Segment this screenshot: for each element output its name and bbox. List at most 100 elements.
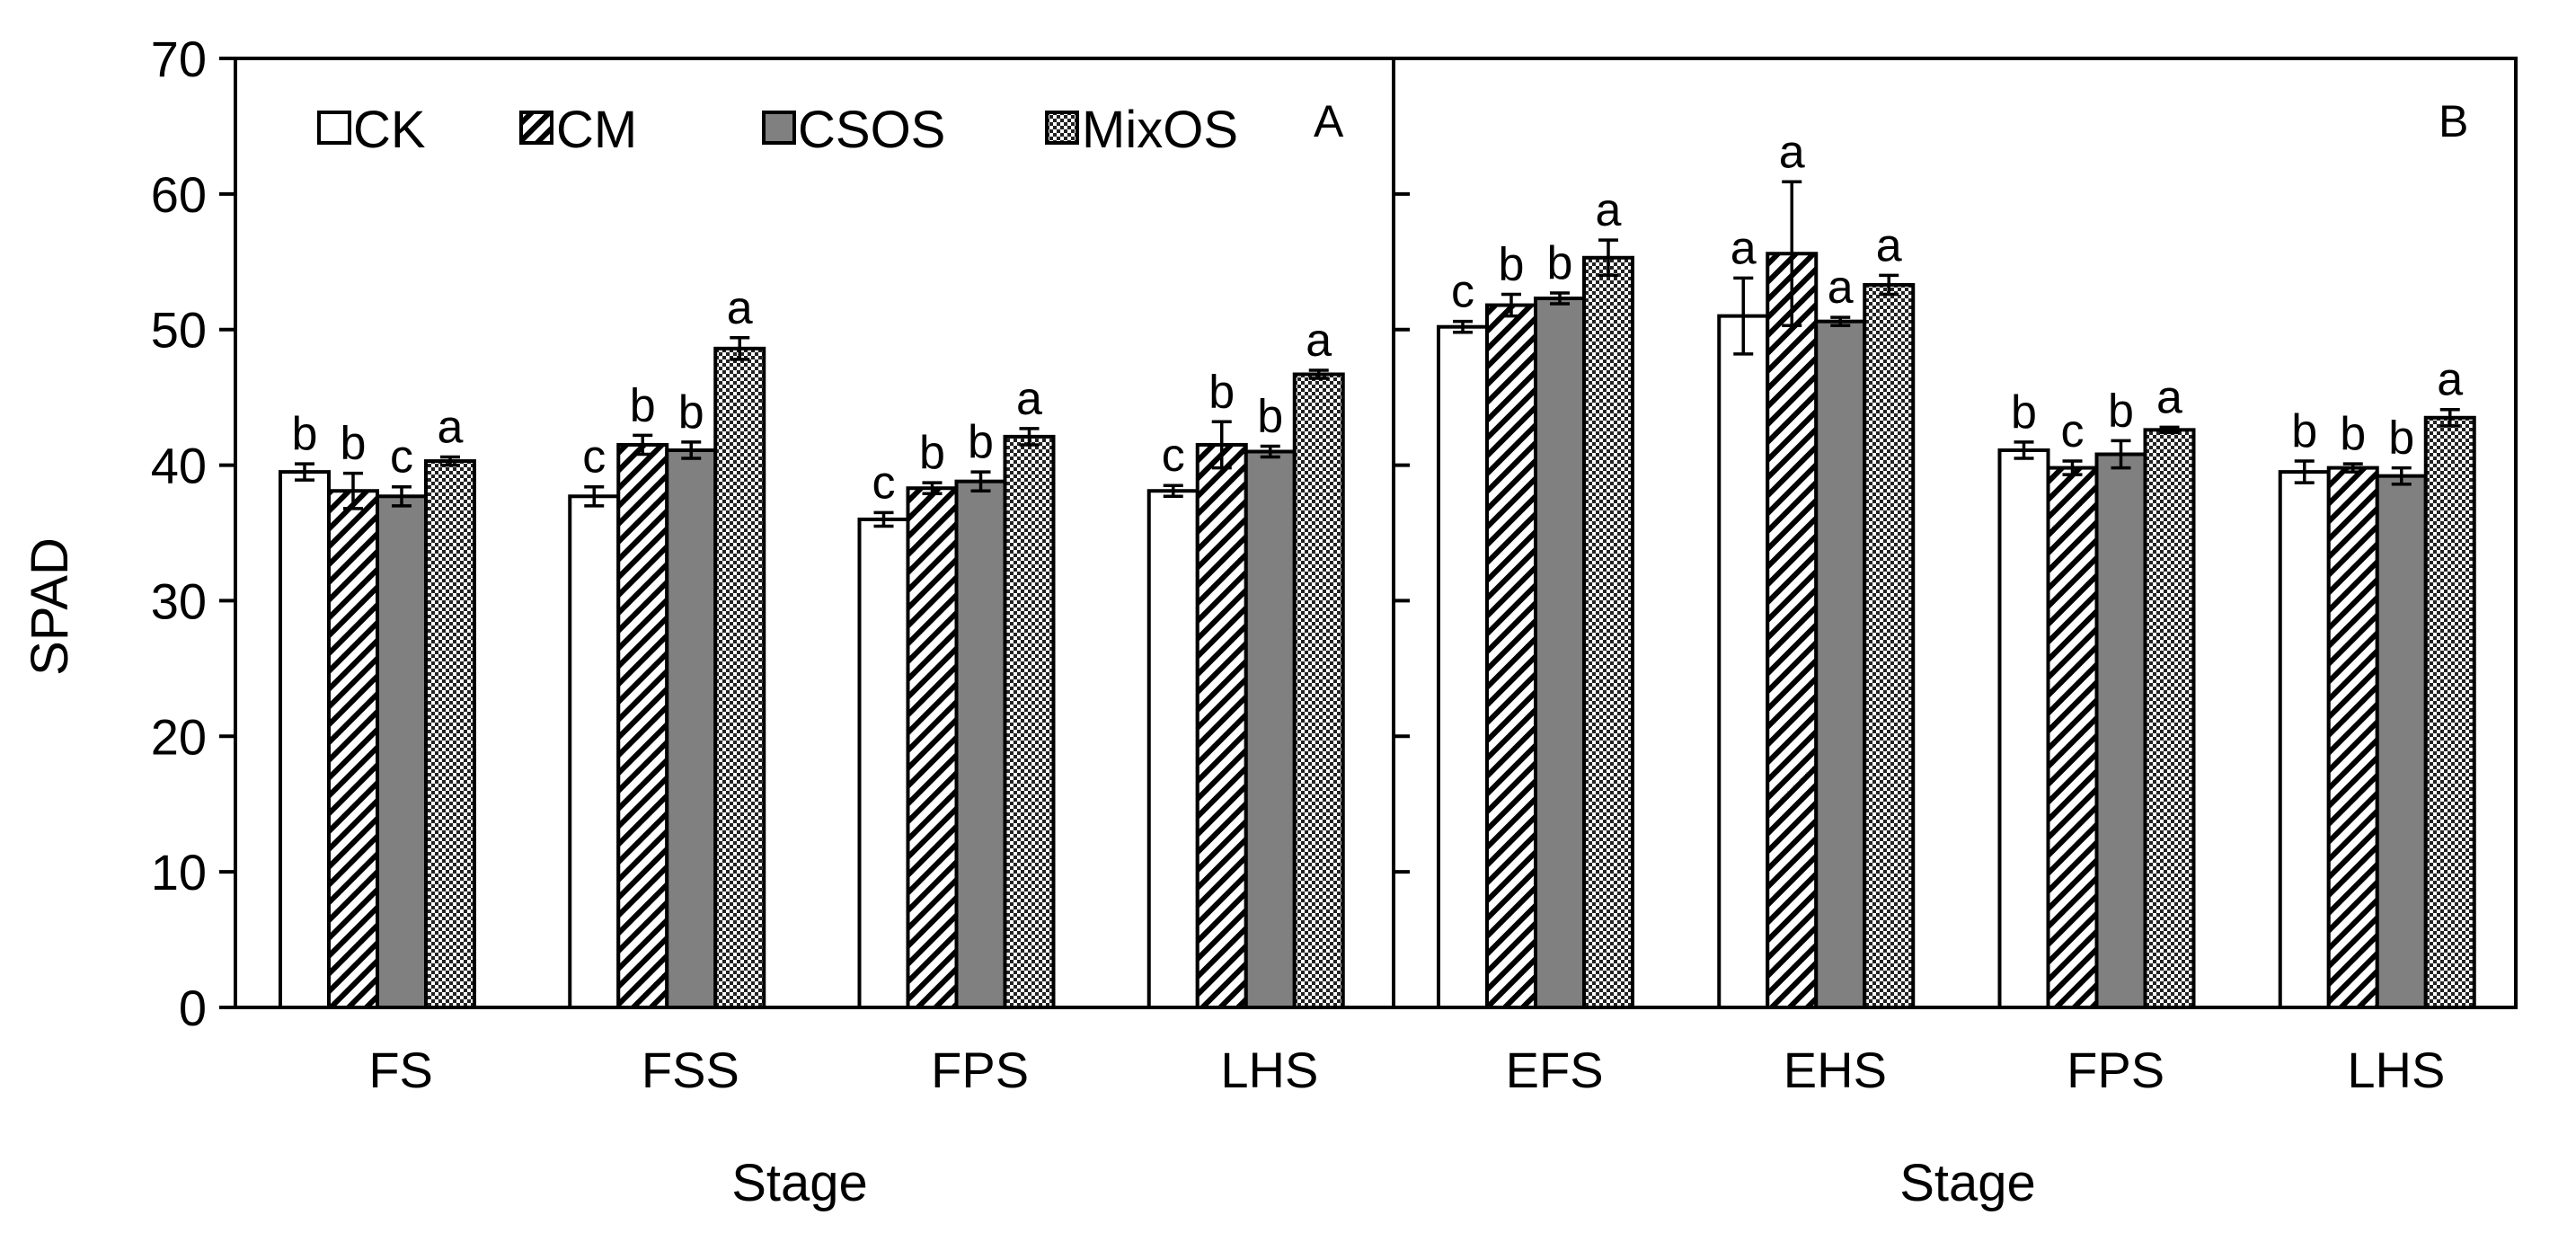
bar-ck [1997,448,2050,1009]
error-bar [1501,292,1521,318]
bar-ck [1146,489,1199,1009]
bar-mixos [1292,372,1345,1009]
y-tick-label: 30 [151,572,207,629]
y-tick-label: 60 [151,166,207,223]
significance-label: a [1306,315,1332,367]
significance-label: a [1876,219,1902,271]
x-category-label: LHS [1220,1042,1318,1098]
bar-cm [327,489,379,1009]
x-axis-title-b: Stage [1899,1154,2036,1212]
error-bar [970,470,991,492]
y-tick-label: 20 [151,708,207,765]
legend-swatch-ck [317,111,351,145]
error-bar [2062,459,2083,476]
error-bar [1598,238,1618,278]
bar-cm [1766,252,1819,1009]
x-category-label: FSS [642,1042,739,1098]
legend-label-cm: CM [556,101,637,159]
error-bar [1782,180,1802,327]
significance-label: b [2108,385,2134,437]
bar-cm [1485,303,1537,1009]
bar-csos [2094,452,2147,1009]
bar-cm [2046,466,2099,1009]
significance-label: a [2156,371,2182,423]
axes-layer: 0 10 20 30 40 50 60 70 [151,31,2518,1036]
bar-ck [1437,324,1489,1009]
bar-ck [2278,470,2331,1009]
error-bar [1308,368,1329,380]
bar-mixos [2423,415,2476,1009]
significance-label: b [968,416,994,468]
error-bar [922,481,943,496]
bar-cm [1195,442,1248,1009]
significance-label: a [1828,262,1854,314]
significance-label: b [341,418,367,470]
bar-csos [1244,449,1297,1009]
significance-label: a [438,402,464,454]
y-tick-label: 10 [151,844,207,900]
y-tick-label: 70 [151,31,207,87]
significance-label: b [1208,366,1235,418]
x-category-label: FPS [931,1042,1029,1098]
significance-label: b [678,386,704,439]
error-bar [730,336,750,361]
error-bar [1260,444,1280,459]
error-bar [2159,425,2180,435]
significance-label: b [2011,386,2037,439]
y-axis-title: SPAD [21,537,79,676]
legend-label-mixos: MixOS [1082,101,1238,159]
bar-csos [1814,319,1867,1010]
significance-label: c [582,431,606,483]
error-bar [1830,315,1851,327]
error-bar [2014,440,2034,460]
error-bar [2439,407,2460,428]
plot-frame-b [1392,57,2518,1009]
error-bar [1733,276,1754,356]
significance-label: a [1596,184,1622,236]
error-bar [1453,319,1473,334]
y-tick-label: 0 [179,980,207,1036]
bar-mixos [1003,434,1056,1009]
error-bar [681,440,702,460]
bar-csos [2375,474,2428,1009]
panel-label-a: A [1314,96,1344,146]
bar-ck [1717,314,1770,1009]
x-category-label: FS [368,1042,433,1098]
error-bar [633,433,653,457]
error-bar [392,484,412,508]
y-tick-label: 40 [151,438,207,494]
significance-label: b [2340,408,2366,460]
significance-label: c [1451,266,1474,318]
bar-cm [616,442,669,1009]
bar-mixos [2143,428,2196,1009]
legend-swatch-cm [519,111,553,145]
bar-ck [279,470,331,1009]
significance-label: a [1016,373,1042,425]
legend-swatch-csos [762,111,796,145]
bar-cm [2326,466,2379,1009]
significance-label: a [1779,126,1805,178]
error-bar [584,484,605,508]
significance-label: b [2388,412,2414,465]
bar-mixos [424,459,476,1009]
legend-swatch-mixos [1045,111,1079,145]
significance-label: b [1257,390,1283,442]
significance-label: a [1731,222,1757,274]
error-bar [295,462,314,482]
x-category-label: EHS [1784,1042,1887,1098]
bar-csos [954,479,1007,1009]
bar-mixos [1582,255,1634,1009]
bar-mixos [1863,282,1916,1009]
significance-label: b [1547,237,1573,289]
panel-label-b: B [2439,96,2468,146]
error-bar [873,510,894,528]
significance-label: b [919,427,945,479]
significance-label: b [292,408,318,460]
x-category-label: LHS [2347,1042,2445,1098]
bar-csos [1534,297,1586,1009]
significance-label: c [1162,430,1185,482]
error-bar [2391,466,2412,486]
error-bar [1019,427,1040,447]
